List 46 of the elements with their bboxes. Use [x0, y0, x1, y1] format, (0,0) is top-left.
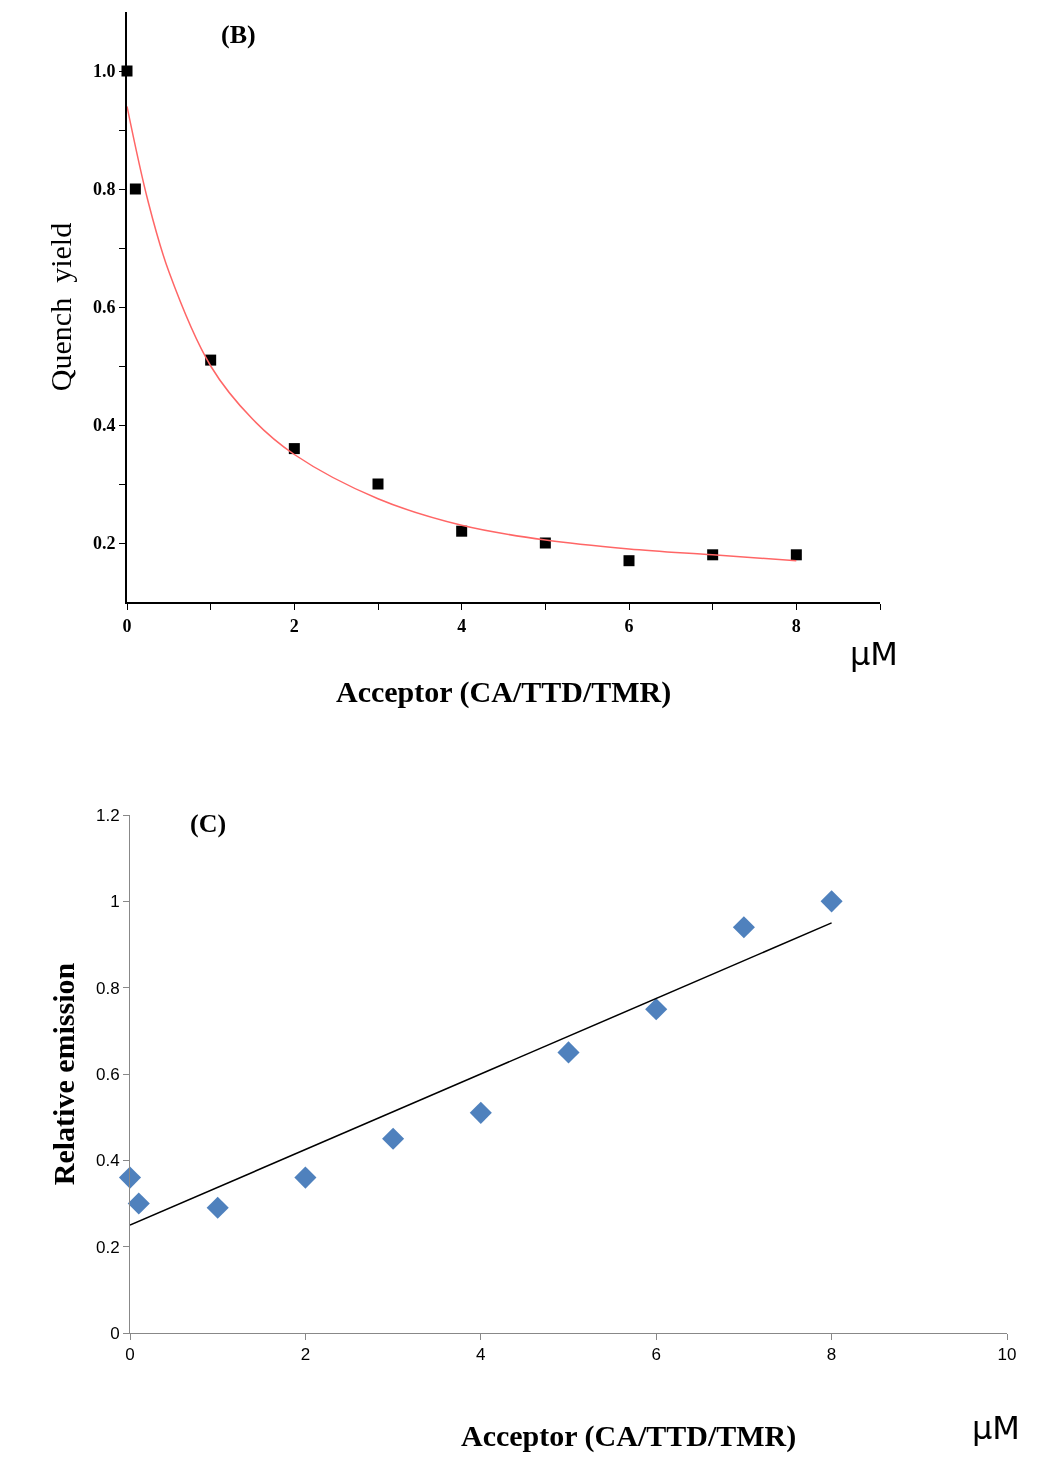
x-tick-label: 6 [624, 615, 634, 636]
x-tick-label: 2 [289, 615, 299, 636]
y-tick-label: 1.2 [95, 805, 120, 825]
point [557, 1041, 580, 1064]
point [118, 1166, 142, 1189]
text: μM [972, 1409, 1020, 1447]
y-tick-label: 0.8 [95, 978, 120, 998]
point [623, 555, 635, 567]
point [790, 549, 802, 561]
x-tick-label: 8 [791, 615, 801, 636]
y-tick-label: 0 [110, 1323, 120, 1343]
y-axis-title: Relative emission [46, 962, 80, 1186]
point [469, 1101, 492, 1124]
y-axis-title: Quench yield [44, 222, 78, 392]
point [645, 998, 668, 1021]
y-tick-label: 1 [110, 892, 120, 912]
x-tick-label: 2 [300, 1345, 311, 1365]
y-tick-label: 0.4 [92, 415, 116, 436]
point [288, 443, 300, 455]
x-tick-label: 6 [651, 1345, 661, 1365]
chart-title: (B) [221, 20, 256, 49]
point [127, 1192, 150, 1215]
y-tick-label: 0.8 [92, 179, 116, 200]
text: μM [850, 635, 898, 673]
point [456, 525, 468, 537]
x-axis-title: Acceptor (CA/TTD/TMR) [336, 675, 672, 709]
x-tick-label: 4 [476, 1345, 486, 1365]
point [206, 1196, 229, 1219]
point [129, 183, 141, 195]
y-tick-label: 0.2 [95, 1237, 120, 1257]
point [382, 1127, 405, 1150]
y-tick-label: 0.2 [92, 533, 116, 554]
y-tick-label: 0.4 [95, 1151, 120, 1171]
point [372, 478, 384, 490]
x-tick-label: 10 [997, 1345, 1017, 1365]
x-tick-label: 8 [826, 1345, 837, 1365]
x-tick-label: 0 [125, 1345, 135, 1365]
point [732, 916, 755, 939]
y-tick-label: 0.6 [95, 1064, 120, 1084]
point [294, 1166, 317, 1189]
x-axis-title: Acceptor (CA/TTD/TMR) [461, 1419, 797, 1453]
y-tick-label: 0.6 [92, 297, 116, 318]
x-tick-label: 4 [457, 615, 467, 636]
chart-title: (C) [190, 809, 227, 838]
point [820, 890, 843, 913]
y-tick-label: 1.0 [92, 61, 116, 82]
